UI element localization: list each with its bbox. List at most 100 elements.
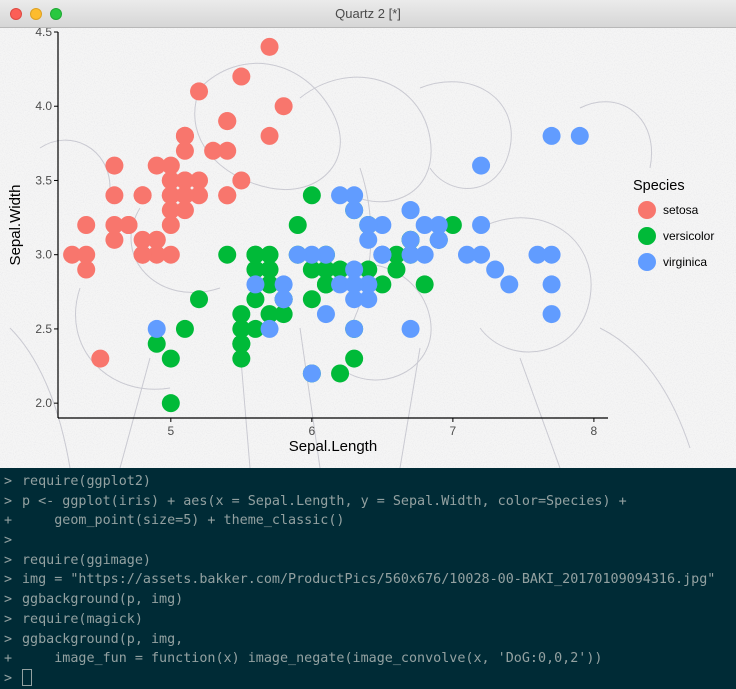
legend-key-virginica xyxy=(638,253,656,271)
point-setosa xyxy=(161,171,180,190)
point-setosa xyxy=(218,112,237,131)
console-code: require(magick) xyxy=(22,611,143,627)
point-virginica xyxy=(415,245,434,264)
point-virginica xyxy=(542,126,561,145)
point-setosa xyxy=(133,186,152,205)
window-title: Quartz 2 [*] xyxy=(335,6,401,21)
point-setosa xyxy=(175,186,194,205)
console-line: > ggbackground(p, img, xyxy=(0,630,736,650)
point-setosa xyxy=(260,37,279,56)
point-versicolor xyxy=(331,260,350,279)
x-axis-label: Sepal.Length xyxy=(289,438,377,455)
zoom-button[interactable] xyxy=(50,8,62,20)
point-setosa xyxy=(175,171,194,190)
point-virginica xyxy=(316,245,335,264)
console-prompt: > xyxy=(4,493,13,509)
console-line: > p <- ggplot(iris) + aes(x = Sepal.Lengt… xyxy=(0,492,736,512)
point-setosa xyxy=(91,349,110,368)
point-virginica xyxy=(288,245,307,264)
console-prompt: > xyxy=(4,533,13,549)
point-setosa xyxy=(218,141,237,160)
point-versicolor xyxy=(246,260,265,279)
text-cursor[interactable] xyxy=(22,669,32,687)
point-setosa xyxy=(175,201,194,220)
point-versicolor xyxy=(218,245,237,264)
window-titlebar[interactable]: Quartz 2 [*] xyxy=(0,0,736,28)
point-versicolor xyxy=(232,319,251,338)
point-virginica xyxy=(147,319,166,338)
console-line: > require(magick) xyxy=(0,610,736,630)
x-tick-label: 7 xyxy=(450,424,457,438)
point-virginica xyxy=(429,216,448,234)
point-setosa xyxy=(147,230,166,249)
point-versicolor xyxy=(260,245,279,264)
point-virginica xyxy=(415,216,434,234)
point-setosa xyxy=(161,201,180,220)
legend: Species setosa versicolor virginica xyxy=(633,178,714,271)
point-versicolor xyxy=(175,319,194,338)
point-virginica xyxy=(359,290,378,309)
console-code: image_fun = function(x) image_negate(ima… xyxy=(22,651,603,667)
point-setosa xyxy=(133,245,152,264)
point-virginica xyxy=(542,245,561,264)
point-virginica xyxy=(359,275,378,294)
close-button[interactable] xyxy=(10,8,22,20)
point-setosa xyxy=(161,186,180,205)
point-setosa xyxy=(190,171,209,190)
point-setosa xyxy=(190,186,209,205)
point-versicolor xyxy=(302,290,321,309)
console-code: img = "https://assets.bakker.com/Product… xyxy=(22,572,716,588)
point-versicolor xyxy=(232,334,251,353)
point-setosa xyxy=(77,245,96,264)
point-virginica xyxy=(373,216,392,234)
point-virginica xyxy=(401,245,420,264)
y-tick-label: 4.5 xyxy=(35,28,52,39)
console-code: p <- ggplot(iris) + aes(x = Sepal.Length… xyxy=(22,493,627,509)
point-versicolor xyxy=(161,349,180,368)
point-setosa xyxy=(105,156,124,175)
point-versicolor xyxy=(161,394,180,413)
point-setosa xyxy=(161,216,180,234)
point-virginica xyxy=(345,186,364,205)
point-virginica xyxy=(331,275,350,294)
point-versicolor xyxy=(246,245,265,264)
point-virginica xyxy=(429,230,448,249)
point-setosa xyxy=(63,245,82,264)
minimize-button[interactable] xyxy=(30,8,42,20)
point-virginica xyxy=(542,275,561,294)
console-code: geom_point(size=5) + theme_classic() xyxy=(22,513,345,529)
x-tick-label: 5 xyxy=(167,424,174,438)
console-prompt: > xyxy=(4,552,13,568)
point-virginica xyxy=(472,156,491,175)
point-setosa xyxy=(119,216,138,234)
point-virginica xyxy=(345,319,364,338)
point-versicolor xyxy=(345,349,364,368)
point-setosa xyxy=(175,126,194,145)
y-tick-label: 4.0 xyxy=(35,99,52,113)
legend-label-virginica: virginica xyxy=(663,255,707,269)
point-virginica xyxy=(345,275,364,294)
point-setosa xyxy=(147,156,166,175)
point-setosa xyxy=(161,245,180,264)
r-console[interactable]: > require(ggplot2) > p <- ggplot(iris) + ae… xyxy=(0,468,736,687)
console-prompt: > xyxy=(4,592,13,608)
console-prompt: > xyxy=(4,670,13,686)
console-code: ggbackground(p, img) xyxy=(22,592,184,608)
point-setosa xyxy=(204,141,223,160)
point-versicolor xyxy=(316,260,335,279)
point-versicolor xyxy=(443,216,462,234)
point-versicolor xyxy=(316,275,335,294)
point-virginica xyxy=(316,305,335,324)
point-versicolor xyxy=(260,260,279,279)
point-virginica xyxy=(457,245,476,264)
point-virginica xyxy=(359,216,378,234)
legend-label-versicolor: versicolor xyxy=(663,229,714,243)
point-setosa xyxy=(105,216,124,234)
point-setosa xyxy=(218,186,237,205)
point-virginica xyxy=(260,319,279,338)
console-code: require(ggimage) xyxy=(22,552,151,568)
point-versicolor xyxy=(232,349,251,368)
point-versicolor xyxy=(274,305,293,324)
point-virginica xyxy=(359,230,378,249)
console-prompt: + xyxy=(4,513,13,529)
